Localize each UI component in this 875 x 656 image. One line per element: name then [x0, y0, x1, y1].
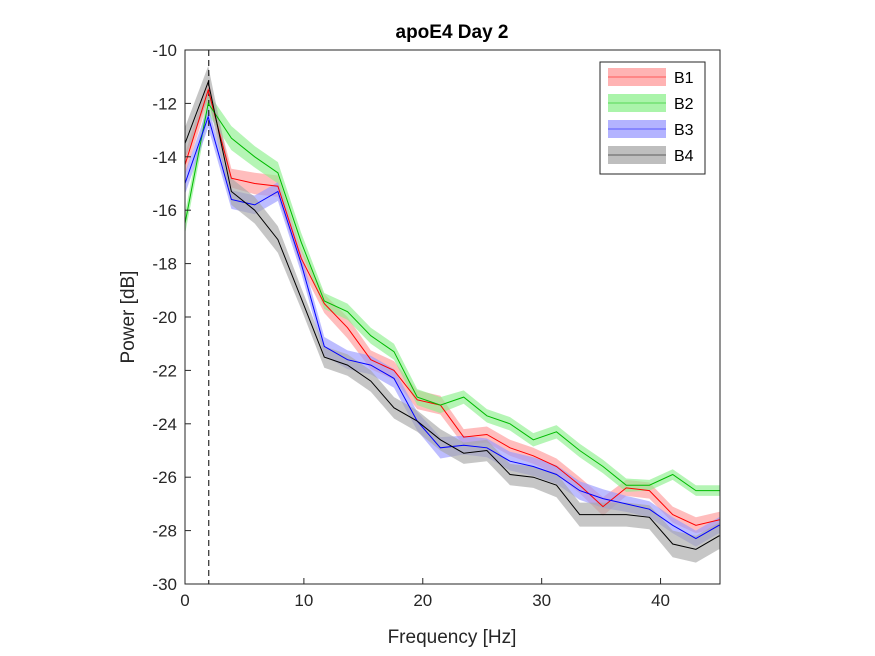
legend-label-b1: B1 [674, 70, 694, 87]
y-axis-label: Power [dB] [118, 271, 139, 364]
series-line-b3 [184, 115, 720, 540]
series-lines [184, 80, 720, 550]
x-tick-label: 40 [651, 591, 670, 610]
x-tick-label: 0 [180, 591, 189, 610]
y-tick-label: -18 [152, 255, 177, 274]
confidence-bands [185, 66, 720, 563]
series-line-b2 [184, 102, 720, 492]
y-tick-label: -28 [152, 522, 177, 541]
y-tick-label: -24 [152, 415, 177, 434]
legend: B1 B2 B3 B4 [599, 61, 706, 175]
x-tick-label: 30 [532, 591, 551, 610]
legend-label-b2: B2 [674, 96, 694, 113]
y-tick-label: -22 [152, 361, 177, 380]
y-tick-label: -14 [152, 148, 177, 167]
legend-label-b4: B4 [674, 148, 694, 165]
x-axis-label: Frequency [Hz] [388, 627, 517, 648]
series-line-b4 [184, 80, 720, 550]
x-axis-ticks: 0 10 20 30 40 [180, 578, 670, 610]
y-tick-label: -30 [152, 575, 177, 594]
legend-label-b3: B3 [674, 122, 694, 139]
y-tick-label: -16 [152, 201, 177, 220]
y-axis-ticks: -30 -28 -26 -24 -22 -20 -18 -16 -14 -12 -10 [152, 41, 191, 594]
y-tick-label: -20 [152, 308, 177, 327]
chart-title: apoE4 Day 2 [396, 22, 509, 43]
band-b2 [185, 92, 720, 496]
x-tick-label: 10 [294, 591, 313, 610]
y-tick-label: -26 [152, 468, 177, 487]
x-tick-label: 20 [413, 591, 432, 610]
y-tick-label: -10 [152, 41, 177, 60]
series-line-b1 [184, 88, 720, 526]
y-tick-label: -12 [152, 94, 177, 113]
